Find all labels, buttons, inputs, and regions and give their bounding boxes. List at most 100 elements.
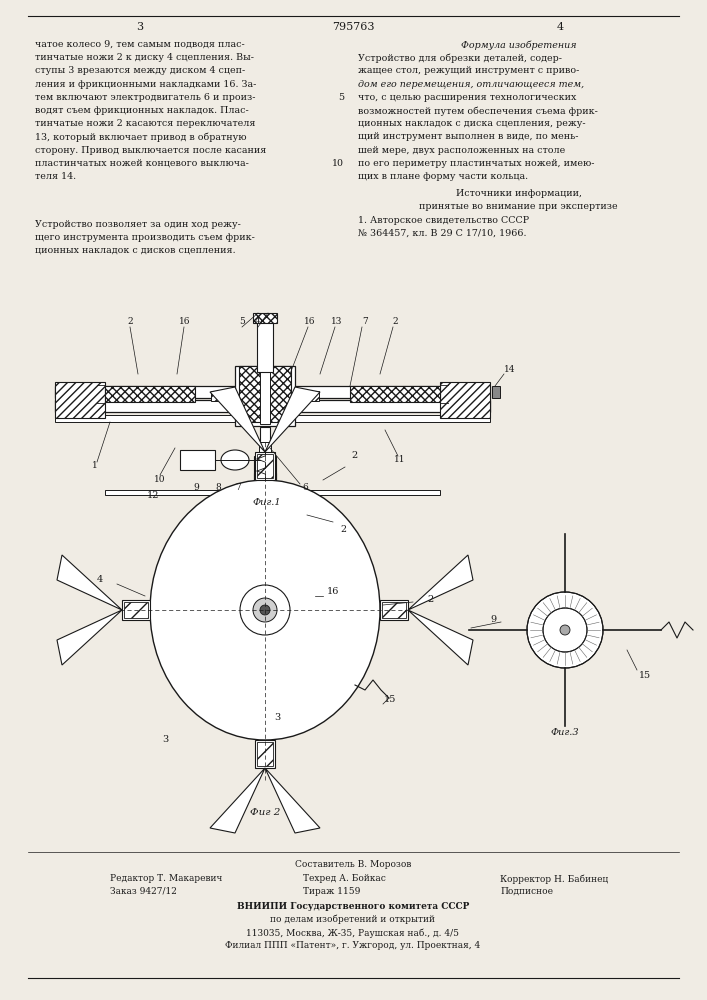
Polygon shape [210,768,265,833]
Polygon shape [57,610,122,665]
Text: Фиг.3: Фиг.3 [551,728,579,737]
Text: 3: 3 [274,714,280,722]
Text: тем включают электродвигатель 6 и произ-: тем включают электродвигатель 6 и произ- [35,93,255,102]
Text: 4: 4 [97,576,103,584]
Text: 7: 7 [362,318,368,326]
Text: 3: 3 [136,22,144,32]
Bar [440,382,490,418]
Bar [350,386,440,402]
Text: 11: 11 [395,456,406,464]
Text: щий инструмент выполнен в виде, по мень-: щий инструмент выполнен в виде, по мень- [358,132,578,141]
Polygon shape [205,484,265,535]
Bar [122,600,150,620]
Bar [382,602,406,618]
Text: 2: 2 [392,318,398,326]
Text: 1: 1 [92,460,98,470]
Bar [239,366,291,422]
Bar [254,456,276,484]
Text: 13, который включает привод в обратную: 13, который включает привод в обратную [35,132,247,142]
Text: ступы 3 врезаются между диском 4 сцеп-: ступы 3 врезаются между диском 4 сцеп- [35,66,245,75]
Text: ционных накладок с диска сцепления, режу-: ционных накладок с диска сцепления, режу… [358,119,585,128]
Bar [105,386,195,402]
Text: 2: 2 [427,595,433,604]
Polygon shape [408,610,473,665]
Text: 16: 16 [327,587,339,596]
Text: 4: 4 [255,318,261,326]
Text: 14: 14 [504,365,515,374]
Polygon shape [265,387,320,452]
Text: Подписное: Подписное [500,887,553,896]
Text: Техред А. Бойкас: Техред А. Бойкас [303,874,386,883]
Polygon shape [210,387,265,452]
Bar [350,386,440,402]
Text: 16: 16 [180,318,191,326]
Circle shape [560,625,570,635]
Text: 6: 6 [302,484,308,492]
Polygon shape [265,484,325,535]
Text: щих в плане форму части кольца.: щих в плане форму части кольца. [358,172,528,181]
Text: ционных накладок с дисков сцепления.: ционных накладок с дисков сцепления. [35,246,235,255]
Circle shape [543,608,587,652]
Text: пластинчатых ножей концевого выключа-: пластинчатых ножей концевого выключа- [35,159,249,168]
Bar [211,391,231,401]
Text: Фиг 2: Фиг 2 [250,808,280,817]
Bar [260,368,270,424]
Circle shape [240,585,290,635]
Bar [180,450,215,470]
Bar [260,427,270,485]
Text: ления и фрикционными накладками 16. За-: ления и фрикционными накладками 16. За- [35,80,257,89]
Bar [257,742,273,766]
Text: Фиг.1: Фиг.1 [252,498,281,507]
Text: щего инструмента производить съем фрик-: щего инструмента производить съем фрик- [35,233,255,242]
Text: теля 14.: теля 14. [35,172,76,181]
Text: жащее стол, режущий инструмент с приво-: жащее стол, режущий инструмент с приво- [358,66,579,75]
Text: Редактор Т. Макаревич: Редактор Т. Макаревич [110,874,223,883]
Circle shape [253,598,277,622]
Bar [55,415,490,422]
Text: Филиал ППП «Патент», г. Ужгород, ул. Проектная, 4: Филиал ППП «Патент», г. Ужгород, ул. Про… [226,941,481,950]
Ellipse shape [221,450,249,470]
Bar [257,454,273,478]
Bar [55,386,490,398]
Bar [259,442,271,452]
Text: 7: 7 [235,484,241,492]
Text: 5: 5 [338,93,344,102]
Text: 113035, Москва, Ж-35, Раушская наб., д. 4/5: 113035, Москва, Ж-35, Раушская наб., д. … [247,928,460,938]
Text: Заказ 9427/12: Заказ 9427/12 [110,887,177,896]
Text: 3: 3 [162,736,168,744]
Polygon shape [265,768,320,833]
Bar [124,602,148,618]
Text: 12: 12 [147,490,159,499]
Text: 10: 10 [332,159,344,168]
Text: Тираж 1159: Тираж 1159 [303,887,361,896]
Text: чатое колесо 9, тем самым подводя плас-: чатое колесо 9, тем самым подводя плас- [35,40,245,49]
Text: тинчатые ножи 2 касаются переключателя: тинчатые ножи 2 касаются переключателя [35,119,255,128]
Bar [105,386,195,402]
Bar [55,400,490,412]
Bar [257,317,273,372]
Circle shape [260,605,270,615]
Bar [299,391,319,401]
Text: 16: 16 [304,318,316,326]
Text: 2: 2 [127,318,133,326]
Bar [254,473,276,485]
Text: 10: 10 [154,476,165,485]
Bar [235,366,295,426]
Bar [253,313,277,323]
Text: Составитель В. Морозов: Составитель В. Морозов [295,860,411,869]
Text: 795763: 795763 [332,22,374,32]
Bar [259,458,271,482]
Text: что, с целью расширения технологических: что, с целью расширения технологических [358,93,576,102]
Text: Корректор Н. Бабинец: Корректор Н. Бабинец [500,874,608,884]
Ellipse shape [150,480,380,740]
Text: 4: 4 [556,22,563,32]
Text: по его периметру пластинчатых ножей, имею-: по его периметру пластинчатых ножей, име… [358,159,595,168]
Text: Источники информации,: Источники информации, [455,189,581,198]
Text: сторону. Привод выключается после касания: сторону. Привод выключается после касани… [35,146,267,155]
Polygon shape [57,555,122,610]
Text: 9: 9 [490,615,496,624]
Text: 15: 15 [639,670,651,680]
Text: шей мере, двух расположенных на столе: шей мере, двух расположенных на столе [358,146,566,155]
Bar [255,452,275,480]
Text: возможностей путем обеспечения съема фрик-: возможностей путем обеспечения съема фри… [358,106,598,115]
